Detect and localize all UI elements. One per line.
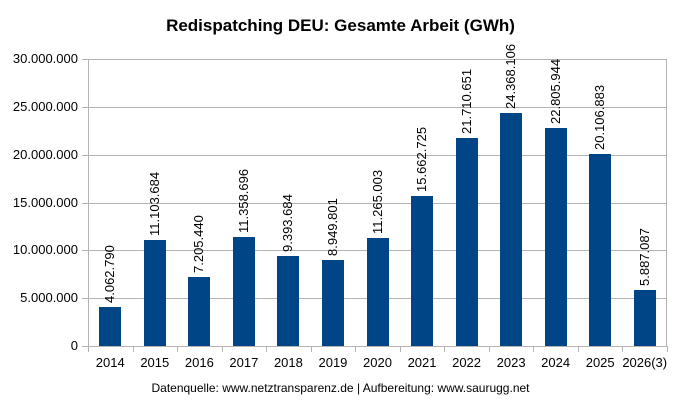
y-tick-label: 30.000.000 <box>12 51 78 66</box>
value-label: 21.710.651 <box>459 69 474 135</box>
value-label: 11.265.003 <box>370 170 385 235</box>
y-tick <box>82 298 88 300</box>
bar-2020 <box>367 238 389 346</box>
x-tick <box>489 346 490 352</box>
value-label: 4.062.790 <box>102 245 117 304</box>
y-tick-label: 15.000.000 <box>12 194 78 210</box>
value-label: 24.368.106 <box>503 43 518 109</box>
y-tick <box>82 250 88 252</box>
x-tick-label: 2019 <box>318 355 348 370</box>
x-tick <box>400 346 401 352</box>
x-tick <box>578 346 579 352</box>
value-label: 20.106.883 <box>592 84 607 150</box>
value-label: 5.887.087 <box>637 227 652 286</box>
x-tick-label: 2025 <box>585 355 615 370</box>
x-tick-label: 2020 <box>363 355 392 370</box>
value-label: 11.358.696 <box>236 169 251 234</box>
y-tick-label: 0 <box>70 338 78 353</box>
value-label: 7.205.440 <box>191 215 206 274</box>
source-footer: Datenquelle: www.netztransparenz.de | Au… <box>151 381 530 395</box>
bar-2024 <box>545 127 567 346</box>
x-tick-label: 2022 <box>452 355 482 370</box>
bar-2018 <box>277 256 299 346</box>
x-tick-label: 2018 <box>273 355 303 370</box>
x-tick <box>622 346 623 352</box>
x-tick <box>533 346 534 352</box>
x-tick-label: 2014 <box>95 355 125 370</box>
chart-title: Redispatching DEU: Gesamte Arbeit (GWh) <box>166 16 515 35</box>
y-tick <box>82 154 88 156</box>
x-tick <box>311 346 312 352</box>
x-axis-line <box>88 346 667 347</box>
x-tick-label: 2016 <box>184 355 214 370</box>
bar-2014 <box>99 307 121 346</box>
gridline <box>89 202 666 204</box>
y-tick <box>82 202 88 204</box>
y-tick-label: 5.000.000 <box>20 290 78 306</box>
x-tick <box>88 346 89 352</box>
y-tick-label: 25.000.000 <box>12 98 78 114</box>
x-tick-label: 2021 <box>407 355 437 370</box>
y-tick-label: 20.000.000 <box>12 146 78 162</box>
value-label: 15.662.725 <box>414 127 429 193</box>
bar-2015 <box>144 239 166 346</box>
value-label: 11.103.684 <box>147 171 162 236</box>
value-label: 9.393.684 <box>280 194 295 253</box>
bar-2023 <box>500 112 522 346</box>
x-tick <box>266 346 267 352</box>
value-label: 8.949.801 <box>325 198 340 257</box>
y-tick <box>82 346 88 347</box>
x-tick <box>444 346 445 352</box>
x-tick-label: 2015 <box>140 355 170 370</box>
gridline <box>89 154 666 156</box>
x-tick <box>133 346 134 352</box>
y-tick-label: 10.000.000 <box>12 242 78 258</box>
x-tick <box>177 346 178 352</box>
x-tick-label: 2026(3) <box>622 355 668 370</box>
bar-2022 <box>456 138 478 346</box>
x-tick <box>222 346 223 352</box>
value-label: 22.805.944 <box>548 58 563 124</box>
bar-2017 <box>233 237 255 346</box>
bar-2021 <box>411 196 433 346</box>
x-tick-label: 2023 <box>496 355 526 370</box>
bar-2019 <box>322 260 344 346</box>
gridline <box>89 106 666 108</box>
y-tick <box>82 106 88 108</box>
bar-2026(3) <box>634 289 656 346</box>
x-tick-label: 2024 <box>541 355 571 370</box>
x-tick-label: 2017 <box>229 355 259 370</box>
y-tick <box>82 59 88 60</box>
x-tick <box>355 346 356 352</box>
bar-2016 <box>188 277 210 346</box>
bar-2025 <box>589 153 611 346</box>
x-tick <box>667 346 668 352</box>
